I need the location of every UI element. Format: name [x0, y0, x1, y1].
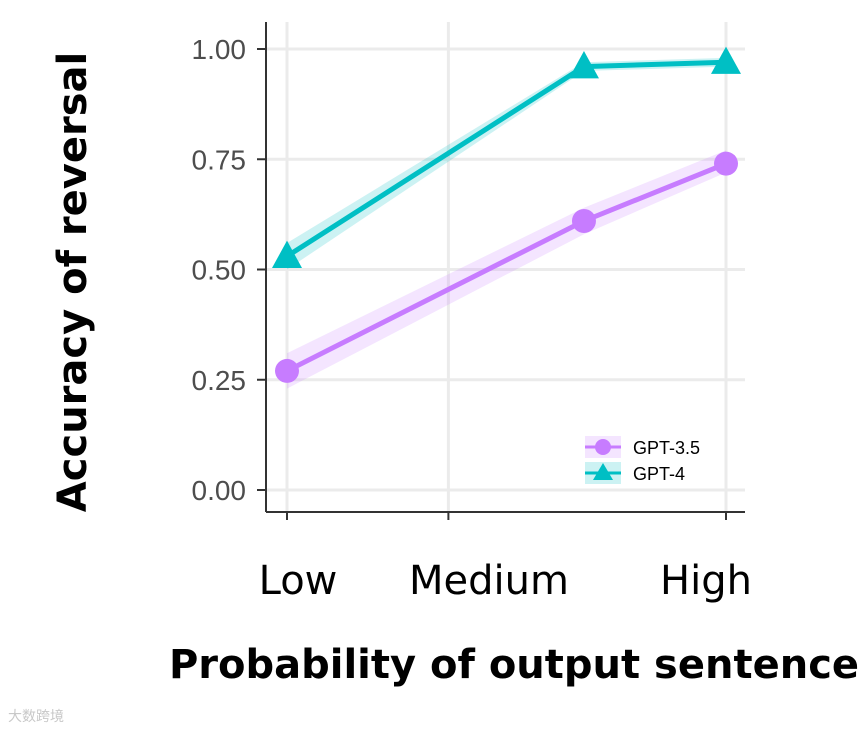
tick-labels: 0.00 0.25 0.50 0.75 1.00 Low Medium High	[192, 34, 752, 604]
plot-panel	[266, 22, 745, 512]
data-point	[568, 51, 599, 79]
data-point	[571, 208, 596, 233]
x-tick-label: Medium	[409, 558, 569, 604]
data-point	[275, 358, 299, 383]
legend-label: GPT-3.5	[633, 438, 700, 458]
data-point	[272, 240, 302, 268]
data-point	[711, 46, 741, 74]
data-point	[714, 151, 738, 176]
legend: GPT-3.5 GPT-4	[585, 436, 700, 484]
y-tick-label: 0.75	[192, 144, 247, 175]
y-tick-label: 0.25	[192, 365, 247, 396]
y-tick-label: 0.00	[192, 475, 247, 506]
x-tick-label: Low	[259, 558, 338, 604]
legend-label: GPT-4	[633, 464, 685, 484]
y-tick-label: 0.50	[192, 255, 247, 286]
legend-key-marker	[595, 439, 611, 455]
y-axis-title: Accuracy of reversal	[50, 52, 96, 512]
x-tick-label: High	[660, 558, 752, 604]
x-axis-title: Probability of output sentence	[169, 642, 859, 688]
series-markers	[272, 46, 741, 383]
legend-key-marker	[593, 463, 613, 480]
grid	[266, 22, 745, 512]
watermark: 大数跨境	[8, 709, 64, 725]
y-tick-label: 1.00	[192, 34, 247, 65]
axes	[257, 22, 745, 520]
